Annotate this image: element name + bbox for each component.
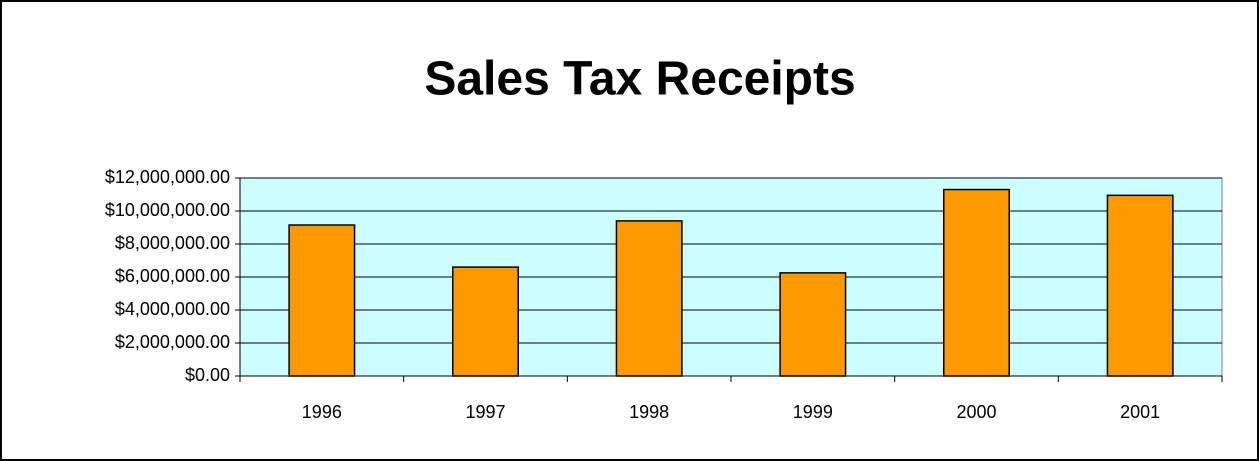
x-tick-label: 1999 [793, 402, 833, 422]
x-tick-label: 1997 [465, 402, 505, 422]
bar [1106, 194, 1174, 377]
x-tick-label: 1996 [302, 402, 342, 422]
x-tick-label: 2000 [956, 402, 996, 422]
y-tick-label: $12,000,000.00 [105, 167, 230, 187]
x-tick-label: 2001 [1120, 402, 1160, 422]
bar [452, 266, 519, 377]
y-tick-label: $8,000,000.00 [115, 233, 230, 253]
y-tick-label: $0.00 [185, 365, 230, 385]
y-tick-label: $6,000,000.00 [115, 266, 230, 286]
bar [288, 224, 356, 377]
y-tick-label: $10,000,000.00 [105, 200, 230, 220]
bar [779, 272, 847, 377]
bar [943, 188, 1010, 377]
y-tick-label: $2,000,000.00 [115, 332, 230, 352]
bar [615, 220, 683, 377]
y-tick-label: $4,000,000.00 [115, 299, 230, 319]
x-tick-label: 1998 [629, 402, 669, 422]
chart-title: Sales Tax Receipts [424, 53, 855, 106]
